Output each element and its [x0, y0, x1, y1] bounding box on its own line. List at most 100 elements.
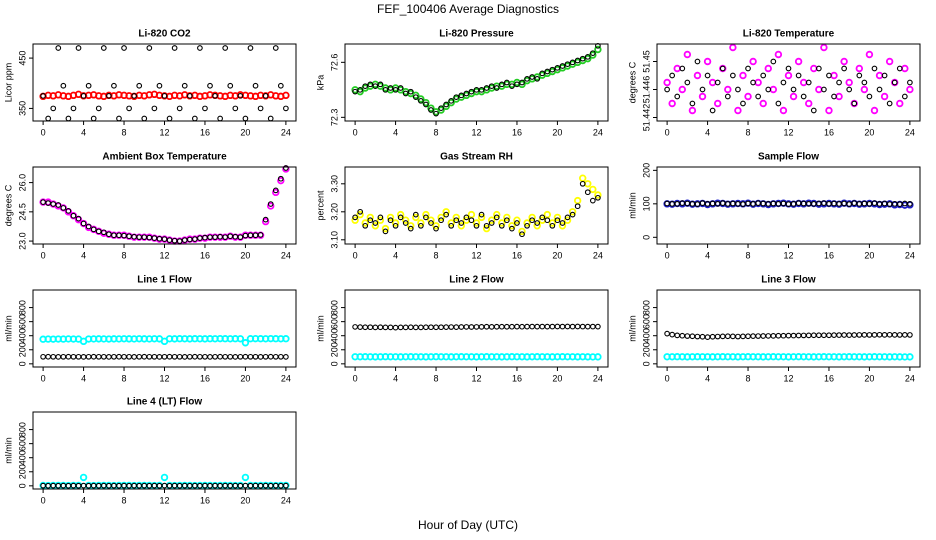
point — [412, 213, 420, 222]
point — [800, 332, 807, 339]
point — [482, 224, 491, 233]
point — [272, 45, 279, 51]
point — [826, 72, 832, 79]
panel: Li-820 CO2 0 4 8 12 16 20 24 350 450 Licor ppm — [3, 29, 297, 137]
point — [750, 333, 756, 339]
point — [785, 65, 792, 72]
point — [750, 79, 756, 86]
y-tick-label: 800 — [641, 300, 651, 315]
point — [423, 101, 429, 108]
point — [800, 93, 807, 100]
point — [544, 217, 551, 224]
point — [207, 82, 213, 89]
point — [488, 220, 495, 226]
point — [518, 227, 526, 236]
point — [841, 332, 847, 338]
point — [171, 353, 178, 360]
point — [524, 222, 530, 229]
point — [831, 93, 837, 100]
x-tick-label: 24 — [281, 127, 291, 137]
point — [161, 92, 168, 99]
point — [438, 105, 444, 112]
panel-title: Li-820 Temperature — [743, 29, 835, 40]
point — [227, 82, 234, 89]
point — [730, 72, 736, 79]
y-tick-label: 800 — [17, 422, 27, 437]
point — [554, 64, 561, 71]
point — [437, 213, 445, 222]
point — [534, 323, 541, 330]
point — [564, 61, 571, 68]
y-tick-label: 800 — [17, 300, 27, 315]
point — [387, 217, 394, 224]
point — [770, 332, 777, 339]
y-tick-label: 600 — [329, 314, 339, 329]
point — [151, 105, 158, 112]
point — [377, 81, 384, 88]
x-tick-label: 12 — [159, 495, 169, 505]
x-tick-label: 24 — [905, 373, 915, 383]
point — [80, 354, 87, 360]
point — [584, 53, 591, 60]
point — [222, 45, 229, 51]
x-tick-label: 4 — [705, 373, 710, 383]
point — [242, 115, 249, 122]
point — [704, 334, 711, 340]
point — [252, 82, 259, 89]
panel-title: Li-820 Pressure — [439, 29, 514, 40]
point — [392, 324, 399, 331]
y-tick-label: 23.0 — [17, 232, 27, 250]
point — [463, 324, 470, 330]
point — [498, 81, 505, 88]
point — [40, 199, 46, 205]
y-tick-label: 400 — [17, 450, 27, 465]
y-tick-label: 400 — [17, 328, 27, 343]
point — [443, 101, 450, 108]
x-tick-label: 20 — [864, 127, 874, 137]
point — [881, 72, 888, 79]
point — [559, 63, 566, 69]
point — [357, 208, 364, 215]
point — [277, 353, 284, 360]
point — [262, 353, 269, 360]
point — [871, 332, 878, 338]
x-tick-label: 8 — [434, 127, 439, 137]
point — [554, 323, 561, 330]
point — [488, 323, 495, 330]
point — [371, 222, 380, 230]
x-tick-label: 0 — [353, 250, 358, 260]
point — [418, 97, 424, 104]
point — [477, 213, 486, 222]
point — [427, 104, 435, 112]
y-tick-label: 3.10 — [329, 231, 339, 249]
point — [262, 216, 269, 223]
point — [247, 45, 254, 51]
point — [664, 330, 670, 337]
point — [836, 79, 842, 86]
point — [734, 106, 742, 115]
point — [498, 323, 505, 330]
point — [160, 473, 169, 482]
point — [131, 354, 138, 360]
point — [543, 210, 552, 219]
y-tick-label: 51.442 — [641, 104, 651, 132]
x-tick-label: 16 — [512, 373, 522, 383]
point — [669, 72, 676, 79]
point — [207, 354, 213, 360]
x-tick-label: 4 — [705, 250, 710, 260]
point — [744, 92, 752, 101]
page-title: FEF_100406 Average Diagnostics — [377, 2, 559, 16]
point — [765, 333, 772, 339]
point — [663, 78, 671, 87]
point — [467, 210, 476, 219]
point — [825, 106, 833, 115]
x-tick-label: 12 — [159, 373, 169, 383]
point — [703, 57, 712, 66]
point — [391, 219, 400, 227]
x-tick-label: 8 — [122, 127, 127, 137]
point — [549, 66, 556, 73]
point — [528, 213, 536, 222]
point — [222, 234, 229, 241]
point — [50, 105, 57, 112]
